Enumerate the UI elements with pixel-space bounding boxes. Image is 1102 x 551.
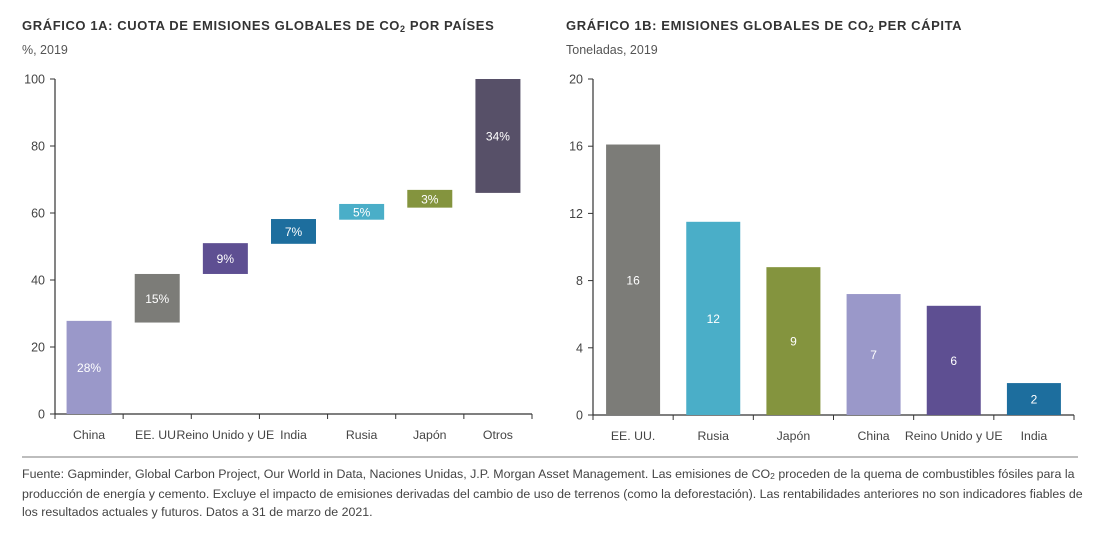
chart-b-bar (926, 305, 981, 415)
chart-b-data-label: 6 (950, 354, 957, 368)
chart-a-bar (134, 273, 180, 323)
chart-a-bar (202, 243, 248, 274)
chart-a-data-label: 5% (353, 205, 371, 219)
chart-b-category-label: India (1021, 429, 1048, 443)
chart-b-y-tick-label: 12 (569, 207, 583, 221)
chart-a-category-label: EE. UU. (135, 428, 179, 442)
chart-b-bar (766, 267, 821, 415)
chart-a-bar (339, 203, 385, 220)
chart-b-y-tick-label: 8 (576, 274, 583, 288)
chart-b-data-label: 12 (707, 312, 721, 326)
chart-b-category-label: EE. UU. (611, 429, 655, 443)
chart-a-y-tick-label: 0 (38, 408, 45, 422)
chart-b-emissions-per-capita: 0 4 8 12 16 20 16 EE. UU. 12 Rusia 9 Japón 7 China 6 Re… (569, 73, 1075, 443)
chart-b-bar (606, 144, 661, 415)
chart-b-data-label: 16 (626, 273, 640, 287)
chart-b-data-label: 9 (790, 335, 797, 349)
chart-a-y-tick-label: 60 (31, 207, 45, 221)
chart-a-y-tick-label: 80 (31, 140, 45, 154)
chart-a-y-tick-label: 40 (31, 274, 45, 288)
footer-source-note: Fuente: Gapminder, Global Carbon Project… (22, 467, 1083, 519)
chart-a-data-label: 7% (285, 225, 303, 239)
chart-a-bar (407, 189, 453, 208)
chart-b-category-label: China (858, 429, 890, 443)
chart-a-subtitle: %, 2019 (22, 43, 68, 57)
chart-a-category-label: China (73, 428, 105, 442)
chart-a-bar (475, 79, 521, 193)
chart-b-y-tick-label: 4 (576, 341, 583, 355)
chart-a-title: GRÁFICO 1A: CUOTA DE EMISIONES GLOBALES … (22, 18, 495, 34)
chart-b-bar (1006, 383, 1061, 415)
footer-divider (22, 456, 1078, 458)
chart-b-y-tick-label: 0 (576, 409, 583, 423)
chart-a-category-label: Reino Unido y UE (176, 428, 274, 442)
chart-a-data-label: 34% (486, 129, 510, 143)
chart-a-data-label: 3% (421, 192, 439, 206)
chart-b-data-label: 7 (870, 348, 877, 362)
chart-a-bar (271, 219, 316, 244)
chart-a-bar (66, 320, 112, 414)
chart-a-emissions-share: 0 20 40 60 80 100 28% China 15% EE. UU. 9% Reino Un… (24, 73, 533, 442)
chart-b-title: GRÁFICO 1B: EMISIONES GLOBALES DE CO2 PE… (566, 18, 963, 34)
chart-b-category-label: Japón (777, 429, 811, 443)
chart-b-data-label: 2 (1031, 393, 1038, 407)
chart-a-category-label: Otros (483, 428, 513, 442)
chart-a-data-label: 15% (145, 292, 169, 306)
chart-a-category-label: Rusia (346, 428, 378, 442)
chart-a-category-label: India (280, 428, 307, 442)
chart-a-data-label: 28% (77, 361, 101, 375)
chart-a-data-label: 9% (217, 252, 235, 266)
chart-b-subtitle: Toneladas, 2019 (566, 43, 658, 57)
chart-b-y-tick-label: 20 (569, 73, 583, 87)
chart-b-category-label: Reino Unido y UE (905, 429, 1003, 443)
chart-b-bar (846, 294, 901, 415)
chart-b-bar (686, 221, 741, 415)
chart-a-category-label: Japón (413, 428, 447, 442)
chart-b-category-label: Rusia (698, 429, 730, 443)
chart-a-y-tick-label: 20 (31, 341, 45, 355)
chart-b-y-tick-label: 16 (569, 140, 583, 154)
chart-a-y-tick-label: 100 (24, 73, 45, 87)
